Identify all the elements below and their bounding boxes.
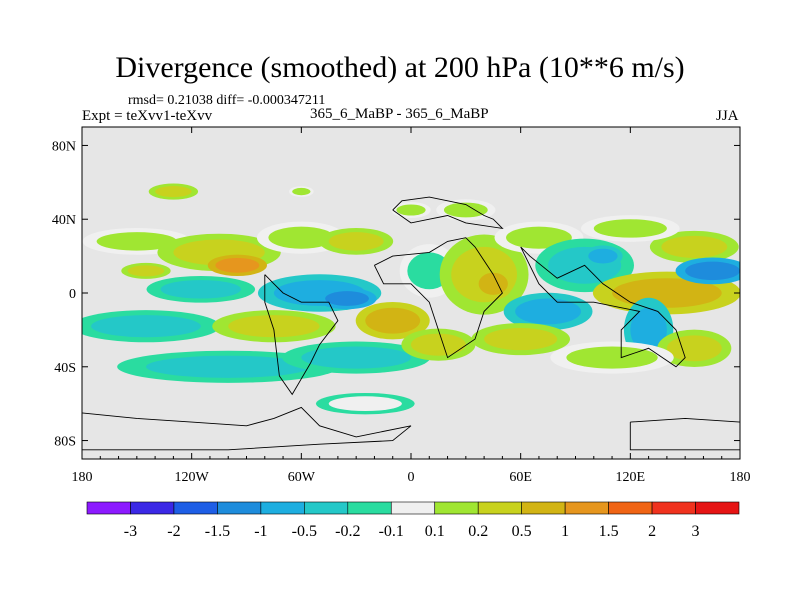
coastline-5 bbox=[629, 417, 740, 451]
coastline-3 bbox=[520, 246, 686, 368]
colorbar-label-7: 0.1 bbox=[425, 523, 445, 540]
contour-fills bbox=[82, 183, 740, 415]
contour-core-31 bbox=[396, 204, 426, 216]
colorbar-label-9: 0.5 bbox=[512, 523, 532, 540]
colorbar-swatch-1 bbox=[130, 501, 175, 515]
coastline-1 bbox=[373, 237, 503, 359]
season-label: JJA bbox=[716, 108, 739, 124]
contour-core-11 bbox=[301, 346, 411, 369]
contour-core-10 bbox=[145, 355, 311, 378]
colorbar-label-4: -0.5 bbox=[292, 523, 317, 540]
y-tick-label-2: 0 bbox=[69, 287, 76, 302]
colorbar-label-13: 3 bbox=[692, 523, 700, 540]
contour-core-5 bbox=[160, 280, 242, 299]
contour-core-27 bbox=[666, 335, 722, 362]
colorbar-swatch-13 bbox=[651, 501, 696, 515]
colorbar-swatch-11 bbox=[564, 501, 609, 515]
contour-core-0 bbox=[96, 232, 178, 251]
contour-core-2 bbox=[215, 257, 260, 273]
colorbar-label-12: 2 bbox=[648, 523, 656, 540]
colorbar-swatch-10 bbox=[521, 501, 566, 515]
chart-title: Divergence (smoothed) at 200 hPa (10**6 … bbox=[115, 51, 685, 84]
colorbar-swatch-3 bbox=[217, 501, 262, 515]
colorbar-swatch-12 bbox=[608, 501, 653, 515]
contour-core-34 bbox=[685, 261, 740, 281]
stats-label: rmsd= 0.21038 diff= -0.000347211 bbox=[128, 93, 326, 108]
contour-core-4 bbox=[328, 232, 384, 251]
colorbar-swatch-0 bbox=[86, 501, 131, 515]
contour-core-22 bbox=[515, 298, 581, 325]
y-tick-label-0: 80N bbox=[52, 139, 76, 154]
y-tick-label-4: 80S bbox=[54, 435, 76, 450]
colorbar-swatch-4 bbox=[260, 501, 305, 515]
y-tick-label-3: 40S bbox=[54, 361, 76, 376]
y-tick-label-1: 40N bbox=[52, 213, 76, 228]
colorbar-swatch-2 bbox=[173, 501, 218, 515]
contour-core-23 bbox=[484, 328, 558, 351]
contour-core-8 bbox=[91, 315, 201, 338]
colorbar-label-10: 1 bbox=[561, 523, 569, 540]
contour-core-3 bbox=[268, 226, 335, 249]
contour-core-30 bbox=[443, 202, 488, 218]
colorbar-label-1: -2 bbox=[167, 523, 180, 540]
colorbar-label-2: -1.5 bbox=[205, 523, 230, 540]
x-axis: 180 120W 60W 0 60E 120E 180 bbox=[72, 127, 751, 485]
y-axis: 80N 40N 0 40S 80S bbox=[52, 139, 740, 450]
contour-core-18 bbox=[411, 333, 466, 356]
contour-core-14 bbox=[127, 265, 165, 277]
colorbar-swatch-6 bbox=[347, 501, 392, 515]
colorbar-label-5: -0.2 bbox=[335, 523, 360, 540]
x-tick-label-3: 0 bbox=[408, 470, 415, 485]
contour-core-33 bbox=[292, 187, 311, 196]
colorbar-label-0: -3 bbox=[124, 523, 137, 540]
x-tick-label-6: 180 bbox=[730, 470, 751, 485]
colorbar-swatch-14 bbox=[695, 501, 740, 515]
colorbar-label-6: -0.1 bbox=[379, 523, 404, 540]
x-tick-label-5: 120E bbox=[616, 470, 646, 485]
colorbar-swatch-5 bbox=[304, 501, 349, 515]
subtitle-label: 365_6_MaBP - 365_6_MaBP bbox=[310, 106, 489, 122]
colorbar-label-11: 1.5 bbox=[599, 523, 619, 540]
contour-core-26 bbox=[630, 307, 667, 353]
coastlines bbox=[82, 196, 740, 451]
colorbar-swatch-9 bbox=[477, 501, 522, 515]
contour-core-28 bbox=[566, 346, 658, 369]
colorbar: -3 -2 -1.5 -1 -0.5 -0.2 -0.1 0.1 0.2 0.5 1 1.5 2 3 bbox=[86, 501, 740, 540]
contour-core-29 bbox=[593, 219, 667, 238]
contour-core-12 bbox=[365, 307, 421, 334]
contour-core-9 bbox=[228, 315, 320, 338]
x-tick-label-1: 120W bbox=[175, 470, 210, 485]
colorbar-label-3: -1 bbox=[254, 523, 267, 540]
contour-core-21 bbox=[588, 248, 618, 264]
colorbar-swatch-7 bbox=[390, 501, 436, 515]
x-tick-label-4: 60E bbox=[509, 470, 532, 485]
contour-core-32 bbox=[155, 186, 192, 198]
contour-core-19 bbox=[506, 226, 572, 249]
x-tick-label-0: 180 bbox=[72, 470, 93, 485]
experiment-label: Expt = teXvv1-teXvv bbox=[82, 108, 213, 124]
contour-core-25 bbox=[661, 235, 728, 258]
contour-core-13 bbox=[328, 396, 402, 412]
coastline-0 bbox=[392, 196, 504, 230]
coastline-2 bbox=[264, 274, 339, 396]
contour-core-7 bbox=[325, 291, 369, 306]
contour-core-17 bbox=[478, 272, 508, 295]
coastline-4 bbox=[82, 406, 412, 451]
colorbar-swatch-8 bbox=[434, 501, 479, 515]
colorbar-label-8: 0.2 bbox=[468, 523, 488, 540]
x-tick-label-2: 60W bbox=[288, 470, 316, 485]
